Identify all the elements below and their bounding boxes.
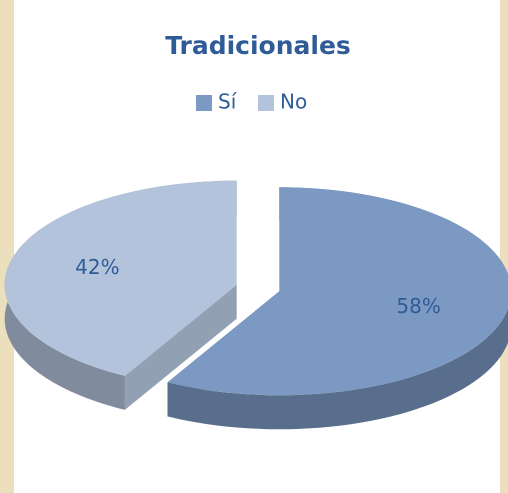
- data-label: 58%: [396, 294, 440, 318]
- legend-swatch: [258, 95, 274, 111]
- legend-swatch: [196, 95, 212, 111]
- chart-title: Tradicionales: [165, 31, 351, 60]
- legend-label: Sí: [218, 90, 238, 114]
- data-label: 42%: [75, 255, 119, 279]
- pie-slice: [167, 187, 508, 396]
- slice-cut-face: [124, 284, 237, 410]
- legend-label: No: [280, 90, 307, 114]
- pie-slice: [4, 180, 237, 376]
- slice-side: [167, 187, 508, 430]
